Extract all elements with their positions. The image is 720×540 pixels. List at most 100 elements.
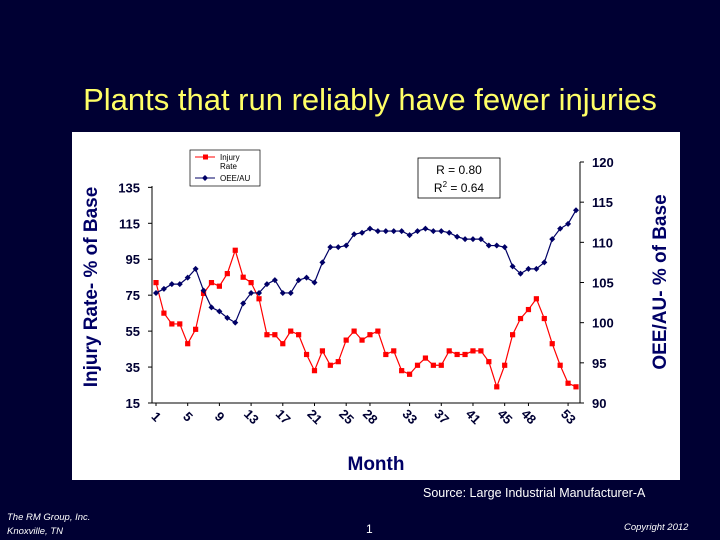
oee-au-point (311, 279, 318, 286)
injury-rate-point (169, 321, 175, 327)
injury-rate-point (422, 355, 429, 361)
injury-rate-point (541, 315, 547, 322)
left-tick-label: 135 (118, 180, 140, 195)
x-tick-label: 48 (518, 406, 539, 427)
right-tick-label: 115 (592, 195, 613, 210)
injury-rate-point (549, 341, 555, 347)
injury-rate-point (494, 384, 500, 390)
x-tick-label: 13 (241, 406, 262, 427)
x-tick-label: 45 (495, 406, 516, 427)
legend-oee-marker (202, 175, 208, 181)
x-tick-label: 17 (273, 406, 294, 427)
x-tick-label: 41 (463, 406, 484, 427)
oee-au-point (366, 225, 373, 232)
r2-prefix: R (434, 181, 443, 195)
oee-au-point (287, 289, 294, 296)
injury-rate-line (155, 248, 577, 389)
oee-au-point (160, 285, 167, 292)
injury-rate-point (510, 332, 516, 338)
injury-rate-point (240, 274, 246, 280)
left-tick-label: 75 (126, 288, 140, 303)
injury-rate-point (438, 362, 444, 368)
legend-injury-marker (203, 154, 208, 160)
injury-rate-point (256, 296, 262, 302)
injury-rate-point (303, 351, 310, 358)
injury-rate-point (383, 351, 389, 358)
oee-au-point (382, 228, 389, 235)
injury-rate-point (280, 341, 286, 347)
oee-au-point (557, 225, 564, 232)
oee-au-point (279, 289, 286, 296)
oee-au-point (374, 228, 381, 235)
oee-au-point (343, 242, 350, 249)
injury-rate-point (502, 362, 508, 368)
injury-rate-point (319, 348, 326, 354)
oee-au-point (232, 319, 239, 326)
right-tick-label: 105 (592, 276, 614, 291)
legend-box (189, 149, 261, 187)
x-tick-label: 33 (400, 406, 421, 427)
footer-company-block: The RM Group, Inc. Knoxville, TN (7, 511, 90, 539)
oee-au-point (359, 229, 366, 236)
left-tick-label: 55 (126, 324, 140, 339)
oee-au-point (430, 228, 437, 235)
x-tick-label: 25 (336, 406, 357, 427)
oee-au-point (390, 228, 397, 235)
injury-rate-point (359, 337, 365, 343)
injury-rate-point (193, 326, 199, 332)
injury-rate-point (462, 351, 468, 358)
left-tick-label: 95 (126, 252, 140, 267)
copyright: Copyright 2012 (624, 522, 689, 533)
injury-rate-point (161, 310, 167, 316)
right-axis-title: OEE/AU- % of Base (650, 194, 671, 369)
right-tick-label: 120 (592, 155, 614, 170)
oee-au-point (271, 277, 278, 284)
oee-au-point (208, 304, 215, 311)
oee-au-point (541, 259, 548, 266)
correlation-r: R = 0.80 (436, 163, 482, 177)
injury-rate-point (533, 296, 539, 302)
injury-rate-point (153, 280, 159, 286)
oee-au-point (438, 228, 445, 235)
injury-rate-point (264, 332, 270, 338)
injury-rate-point (208, 280, 215, 286)
oee-au-point (256, 289, 263, 296)
left-tick-label: 35 (126, 360, 140, 375)
x-axis-title: Month (348, 454, 405, 475)
injury-rate-point (343, 337, 349, 343)
injury-rate-point (272, 332, 278, 338)
injury-rate-point (367, 332, 373, 338)
oee-au-point (216, 308, 223, 315)
injury-rate-point (486, 359, 492, 365)
oee-au-point (224, 314, 231, 321)
oee-au-point (414, 228, 421, 235)
oee-au-point (200, 287, 207, 294)
injury-rate-point (454, 351, 460, 358)
oee-au-point (501, 244, 508, 251)
oee-au-point (295, 277, 302, 284)
injury-rate-point (248, 280, 254, 286)
injury-rate-point (351, 328, 357, 334)
injury-rate-point (288, 328, 294, 334)
oee-au-point (477, 236, 484, 243)
oee-au-point (422, 225, 429, 232)
right-tick-label: 100 (592, 316, 614, 331)
injury-rate-point (430, 362, 436, 368)
right-tick-label: 95 (592, 356, 606, 371)
x-tick-label: 37 (431, 406, 452, 427)
legend-oee-label: OEE/AU (220, 174, 250, 183)
oee-au-point (398, 228, 405, 235)
injury-rate-point (406, 371, 413, 377)
r2-suffix: = 0.64 (447, 181, 484, 195)
oee-au-point (525, 265, 532, 272)
x-tick-label: 5 (180, 409, 196, 425)
oee-au-point (240, 300, 247, 307)
oee-au-point (184, 274, 191, 281)
injury-rate-point (216, 283, 222, 289)
injury-rate-point (525, 306, 532, 313)
source-note: Source: Large Industrial Manufacturer-A (423, 486, 646, 500)
oee-au-point (176, 281, 183, 288)
injury-rate-point (517, 315, 524, 322)
oee-au-point (263, 281, 270, 288)
x-tick-label: 9 (212, 409, 228, 425)
